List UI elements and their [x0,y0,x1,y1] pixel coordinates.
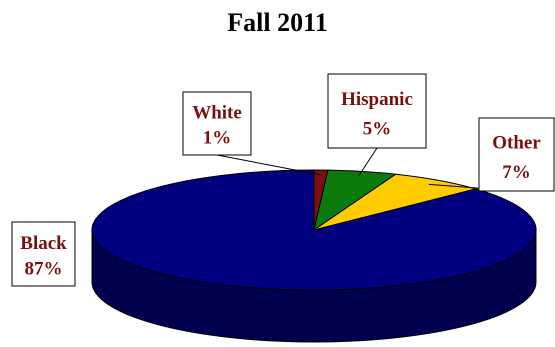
slice-label: Black [20,233,67,254]
leader-line [216,154,321,176]
callout-box [327,73,427,149]
slice-label: Hispanic [341,89,413,110]
pie-slices [91,169,537,291]
callout-box [478,117,555,192]
slice-value-label: 7% [502,162,531,183]
slice-black [91,169,537,291]
slice-label: White [192,102,242,123]
callout-box [182,91,252,156]
callout-hispanic: Hispanic 5% [327,73,427,177]
leader-line [358,147,378,177]
slice-value-label: 5% [363,119,392,140]
callout-white: White 1% [182,91,321,176]
pie-callouts: White 1% Hispanic 5% Other 7% Black 87% [11,73,555,287]
slice-value-label: 87% [25,258,63,279]
callout-box [11,221,76,287]
slice-value-label: 1% [203,128,232,149]
callout-other: Other 7% [428,117,555,192]
chart-title: Fall 2011 [227,8,328,37]
callout-black: Black 87% [11,221,76,287]
slice-label: Other [492,133,541,154]
